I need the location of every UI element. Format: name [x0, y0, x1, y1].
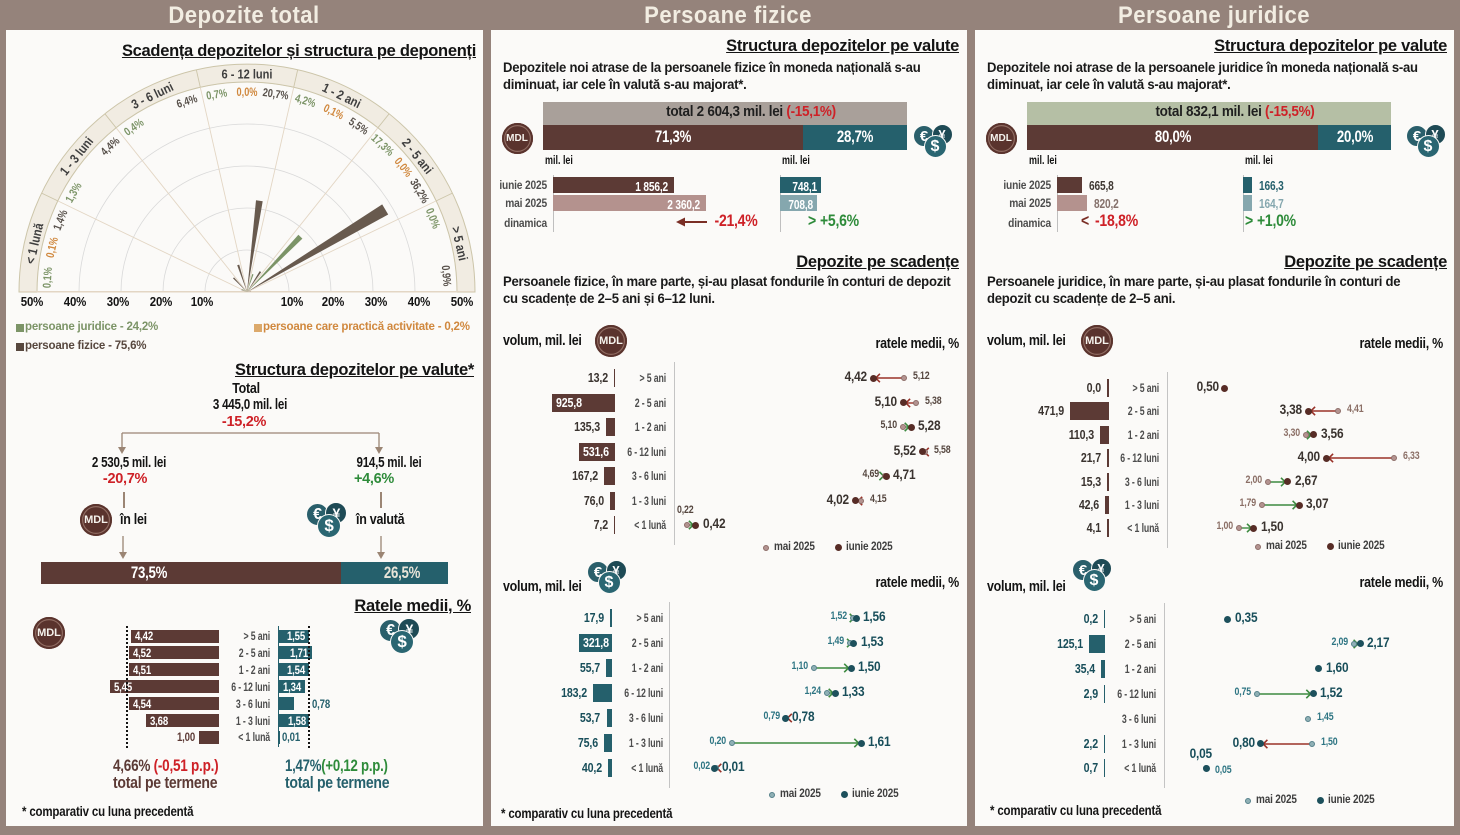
- svg-text:6 - 12 luni: 6 - 12 luni: [222, 66, 273, 81]
- svg-text:0,0%: 0,0%: [422, 207, 441, 231]
- svg-text:3 - 6 luni: 3 - 6 luni: [129, 79, 176, 112]
- svg-text:20,7%: 20,7%: [262, 87, 290, 103]
- svg-text:1,4%: 1,4%: [52, 208, 71, 232]
- svg-text:0,1%: 0,1%: [45, 236, 62, 259]
- svg-text:> 5 ani: > 5 ani: [448, 225, 470, 262]
- svg-text:0,1%: 0,1%: [42, 267, 56, 289]
- svg-text:0,9%: 0,9%: [439, 265, 453, 287]
- svg-text:4,2%: 4,2%: [293, 93, 317, 111]
- svg-text:0,1%: 0,1%: [321, 103, 345, 123]
- svg-text:6,4%: 6,4%: [175, 93, 199, 111]
- svg-text:0,7%: 0,7%: [206, 88, 229, 103]
- svg-text:0,0%: 0,0%: [237, 87, 258, 99]
